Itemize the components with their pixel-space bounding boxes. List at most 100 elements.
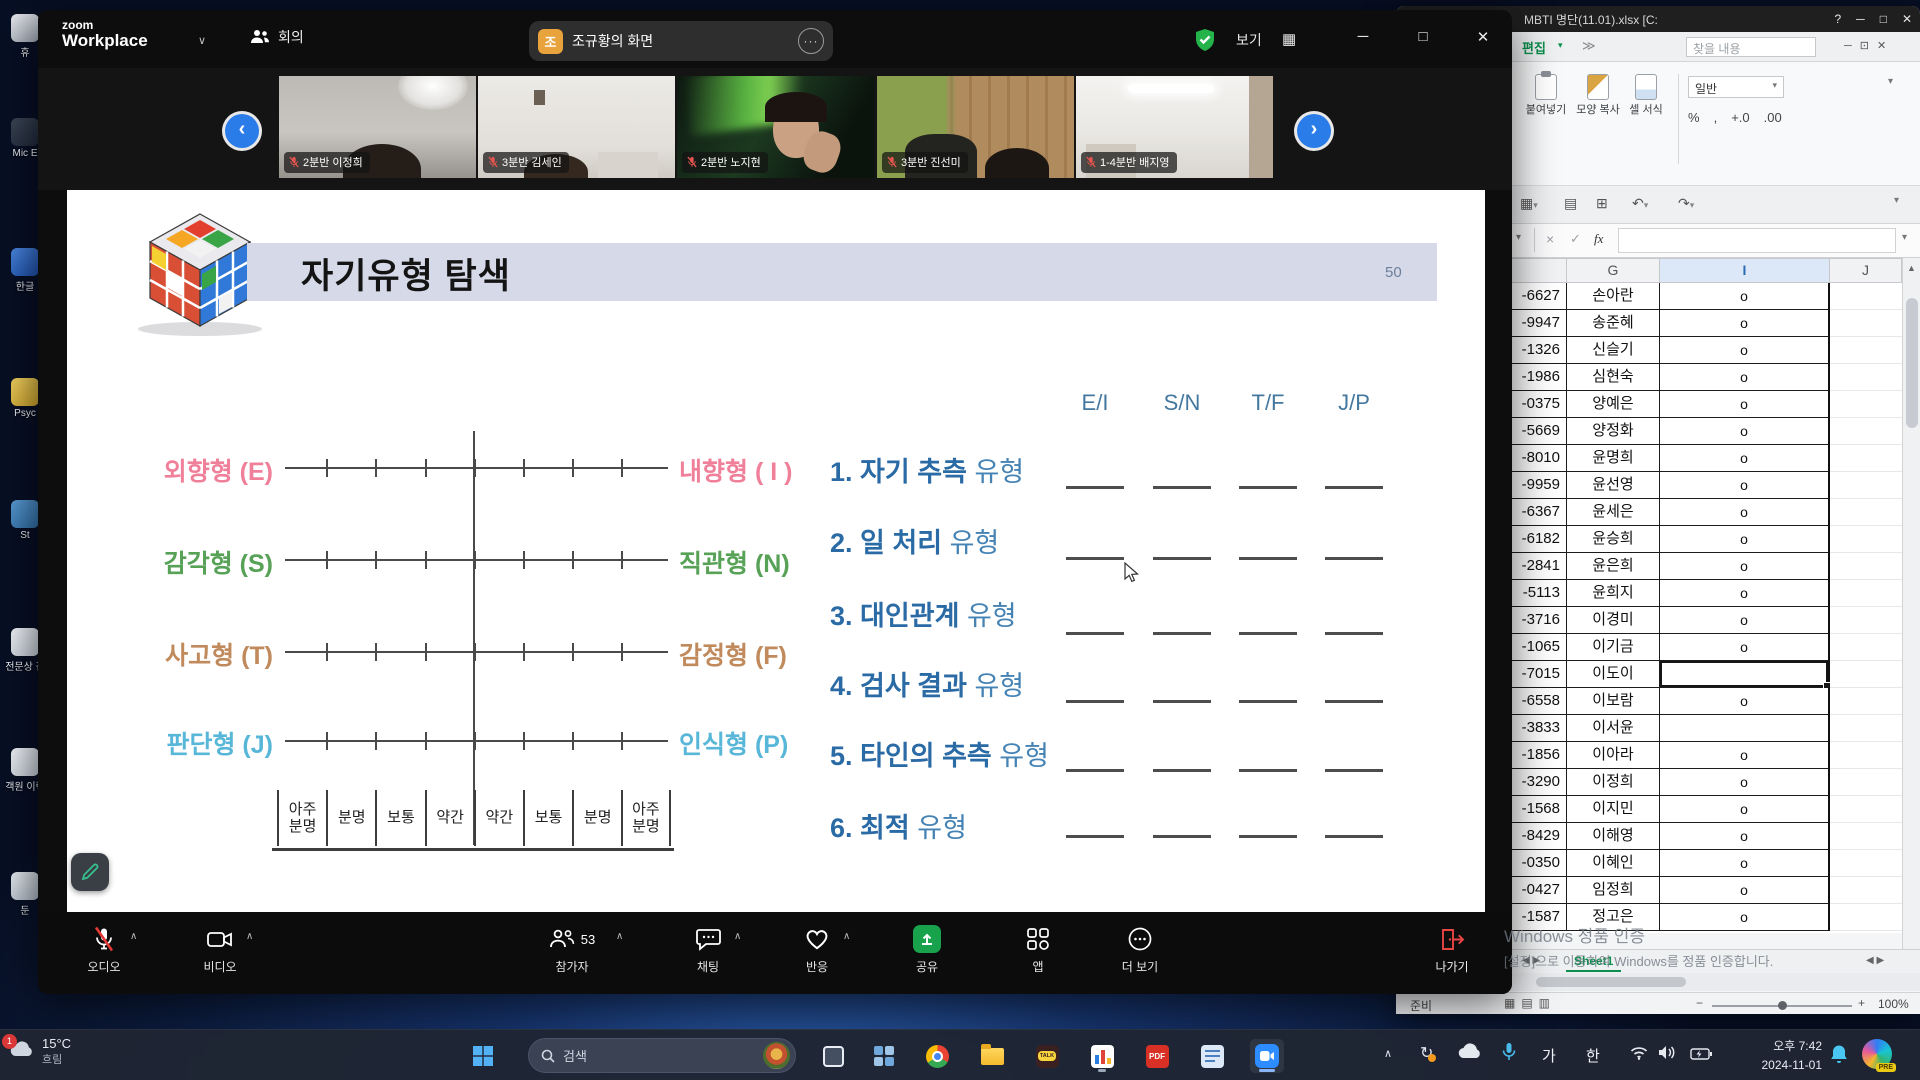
decrease-decimal-button[interactable]: .00 <box>1763 110 1782 125</box>
onedrive-icon[interactable] <box>1458 1042 1482 1065</box>
taskbar-app-photos[interactable] <box>816 1039 850 1073</box>
clock[interactable]: 오후 7:42 2024-11-01 <box>1742 1037 1823 1074</box>
cancel-entry-icon[interactable]: × <box>1546 231 1555 247</box>
table-cell[interactable] <box>1830 499 1902 526</box>
table-cell[interactable] <box>1830 526 1902 553</box>
table-cell[interactable] <box>1830 607 1902 634</box>
share-button[interactable]: 공유 <box>882 923 972 975</box>
paste-button[interactable]: 붙여넣기 <box>1520 71 1572 117</box>
taskbar-app-chrome[interactable] <box>920 1039 954 1073</box>
table-cell[interactable]: o <box>1660 472 1830 499</box>
chat-button[interactable]: 채팅 ∧ <box>663 923 753 975</box>
table-cell[interactable] <box>1660 715 1830 742</box>
zoom-in-button[interactable]: + <box>1858 996 1866 1010</box>
table-cell[interactable]: 정고은 <box>1567 904 1660 931</box>
reactions-button[interactable]: 반응 ∧ <box>772 923 862 975</box>
ime-a-button[interactable]: 가 <box>1542 1048 1556 1065</box>
table-cell[interactable]: o <box>1660 499 1830 526</box>
scroll-up-icon[interactable]: ▲ <box>1907 263 1916 273</box>
start-button[interactable] <box>466 1039 500 1073</box>
reactions-options-icon[interactable]: ∧ <box>843 931 851 942</box>
video-tile[interactable]: 2분반 노지현 <box>677 76 874 178</box>
table-cell[interactable] <box>1830 283 1902 310</box>
table-cell[interactable] <box>1830 715 1902 742</box>
horizontal-scrollbar[interactable] <box>1396 973 1920 991</box>
vertical-scrollbar[interactable]: ▲ <box>1902 258 1920 949</box>
search-input[interactable]: 검색 <box>528 1038 796 1073</box>
participants-button[interactable]: 53 참가자 ∧ <box>527 923 623 975</box>
table-cell[interactable] <box>1830 688 1902 715</box>
view-button[interactable]: 보기 <box>1236 32 1262 48</box>
table-cell[interactable] <box>1830 391 1902 418</box>
more-button[interactable]: 더 보기 <box>1095 923 1185 975</box>
desktop-icon-hangul[interactable]: 한글 <box>2 248 48 293</box>
table-cell[interactable] <box>1830 661 1902 688</box>
table-cell[interactable] <box>1830 310 1902 337</box>
table-cell[interactable]: o <box>1660 283 1830 310</box>
chevron-down-icon[interactable]: ▾ <box>1558 40 1563 50</box>
percent-button[interactable]: % <box>1688 110 1700 125</box>
sync-icon[interactable]: ↻ <box>1420 1043 1437 1063</box>
table-cell[interactable]: o <box>1660 607 1830 634</box>
table-cell[interactable]: 윤희지 <box>1567 580 1660 607</box>
copilot-icon[interactable]: PRE <box>1862 1039 1896 1072</box>
close-icon[interactable]: ✕ <box>1901 12 1912 26</box>
table-cell[interactable]: 이정희 <box>1567 769 1660 796</box>
function-icon[interactable]: fx <box>1594 231 1604 246</box>
table-cell[interactable] <box>1830 580 1902 607</box>
video-tile[interactable]: 2분반 이정희 <box>279 76 476 178</box>
table-cell[interactable]: 윤선영 <box>1567 472 1660 499</box>
close-icon[interactable]: ✕ <box>1476 29 1490 46</box>
taskbar-app-pdf[interactable]: PDF <box>1140 1039 1174 1073</box>
table-cell[interactable]: 이도이 <box>1567 661 1660 688</box>
workbook-window-controls[interactable]: ─⊡✕ <box>1844 40 1895 52</box>
previous-videos-button[interactable]: ‹ <box>225 114 259 148</box>
table-cell[interactable] <box>1830 472 1902 499</box>
security-shield-icon[interactable] <box>1194 28 1216 57</box>
ime-han-button[interactable]: 한 <box>1586 1048 1600 1065</box>
print-icon[interactable]: ▤ <box>1564 195 1578 211</box>
minimize-icon[interactable]: ─ <box>1856 12 1865 26</box>
table-cell[interactable]: 임정희 <box>1567 877 1660 904</box>
table-cell[interactable] <box>1830 877 1902 904</box>
table-cell[interactable]: o <box>1660 796 1830 823</box>
sheet-nav-icons[interactable]: ◀ ▶ <box>1522 955 1541 966</box>
table-cell[interactable]: 이서윤 <box>1567 715 1660 742</box>
taskbar-app-zoom[interactable] <box>1250 1039 1284 1073</box>
table-cell[interactable]: 이혜인 <box>1567 850 1660 877</box>
table-cell[interactable]: o <box>1660 823 1830 850</box>
table-cell[interactable]: 이해영 <box>1567 823 1660 850</box>
table-cell[interactable]: 윤은희 <box>1567 553 1660 580</box>
video-tile[interactable]: 3분반 진선미 <box>877 76 1074 178</box>
scrollbar-thumb[interactable] <box>1536 977 1686 987</box>
table-cell[interactable]: 양정화 <box>1567 418 1660 445</box>
view-mode-icons[interactable]: ▦▤▥ <box>1504 996 1557 1010</box>
expand-menu-icon[interactable]: ≫ <box>1582 38 1596 53</box>
selected-cell[interactable] <box>1660 661 1831 690</box>
weather-widget[interactable]: 1 15°C 흐림 <box>2 1034 71 1067</box>
find-input[interactable]: 찾을 내용 <box>1686 37 1816 57</box>
table-cell[interactable]: o <box>1660 337 1830 364</box>
table-cell[interactable]: 손아란 <box>1567 283 1660 310</box>
table-cell[interactable] <box>1830 796 1902 823</box>
copy-icon[interactable]: ⊞ <box>1596 195 1608 211</box>
wifi-icon[interactable] <box>1630 1046 1648 1065</box>
name-box[interactable]: ▾ <box>1516 232 1522 243</box>
tab-edit[interactable]: 편집 <box>1522 41 1546 56</box>
taskbar-app-kakaotalk[interactable]: TALK <box>1030 1039 1064 1073</box>
table-cell[interactable]: o <box>1660 634 1830 661</box>
table-cell[interactable] <box>1830 418 1902 445</box>
taskbar-app-spreadsheet[interactable] <box>1085 1039 1119 1073</box>
table-cell[interactable]: o <box>1660 850 1830 877</box>
desktop-icon-doc2[interactable]: 객원 이력 <box>2 748 48 793</box>
table-cell[interactable] <box>1830 850 1902 877</box>
table-cell[interactable]: 신슬기 <box>1567 337 1660 364</box>
view-grid-icon[interactable]: ▦ <box>1282 31 1297 48</box>
table-cell[interactable] <box>1830 634 1902 661</box>
table-cell[interactable]: 이아라 <box>1567 742 1660 769</box>
participants-options-icon[interactable]: ∧ <box>616 931 624 942</box>
table-cell[interactable]: o <box>1660 553 1830 580</box>
format-painter-button[interactable]: 모양 복사 <box>1576 74 1620 117</box>
desktop-icon-doc3[interactable]: 둔 <box>2 872 48 917</box>
next-videos-button[interactable]: › <box>1297 114 1331 148</box>
